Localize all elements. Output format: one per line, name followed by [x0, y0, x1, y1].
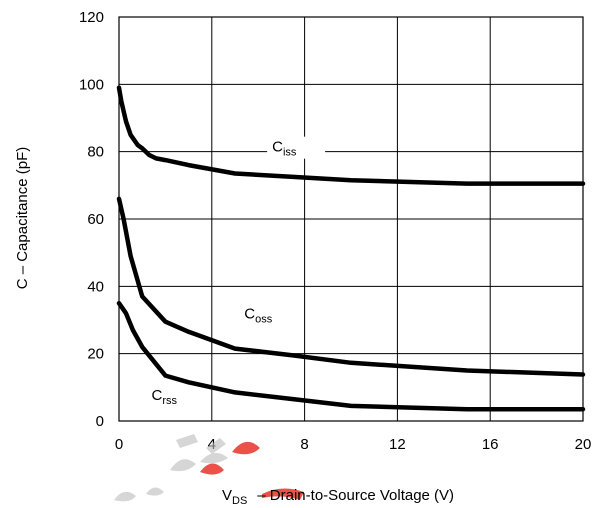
watermark-brush-mark	[114, 434, 228, 502]
y-tick-label: 0	[96, 413, 104, 430]
x-tick-label: 12	[389, 436, 406, 453]
x-tick-label: 16	[482, 436, 499, 453]
series-label-crss: Crss	[151, 387, 177, 407]
ciss-label-background	[267, 136, 326, 159]
series-label-ciss: Ciss	[272, 139, 297, 159]
series-crss-line	[116, 300, 586, 412]
x-axis-label-main: V	[222, 487, 232, 504]
x-tick-label: 20	[575, 436, 592, 453]
plot-frame	[118, 16, 584, 422]
series-label-sub: oss	[255, 313, 273, 325]
x-tick-label: 8	[300, 436, 308, 453]
x-axis-label: VDS – Drain-to-Source Voltage (V)	[222, 487, 454, 507]
series-coss-line	[116, 196, 586, 377]
y-axis-label: C – Capacitance (pF)	[14, 147, 31, 290]
series-label-sub: iss	[283, 147, 297, 159]
grid-lines	[118, 16, 584, 422]
series-label-main: C	[244, 305, 255, 322]
x-axis-label-rest: – Drain-to-Source Voltage (V)	[257, 487, 454, 504]
y-tick-label: 100	[79, 76, 104, 93]
x-tick-label: 0	[115, 436, 123, 453]
series-label-main: C	[272, 139, 283, 156]
watermark	[114, 434, 304, 502]
curves	[116, 85, 586, 412]
y-tick-labels: 0 20 40 60 80 100 120	[79, 9, 104, 430]
y-tick-label: 20	[87, 346, 104, 363]
series-label-main: C	[151, 387, 162, 404]
series-ciss-line	[116, 85, 586, 186]
y-tick-label: 80	[87, 144, 104, 161]
series-label-coss: Coss	[244, 305, 272, 325]
series-label-sub: rss	[162, 395, 177, 407]
y-tick-label: 60	[87, 211, 104, 228]
watermark-seal	[200, 441, 304, 500]
y-tick-label: 40	[87, 278, 104, 295]
y-tick-label: 120	[79, 9, 104, 26]
x-axis-label-sub: DS	[232, 495, 247, 507]
